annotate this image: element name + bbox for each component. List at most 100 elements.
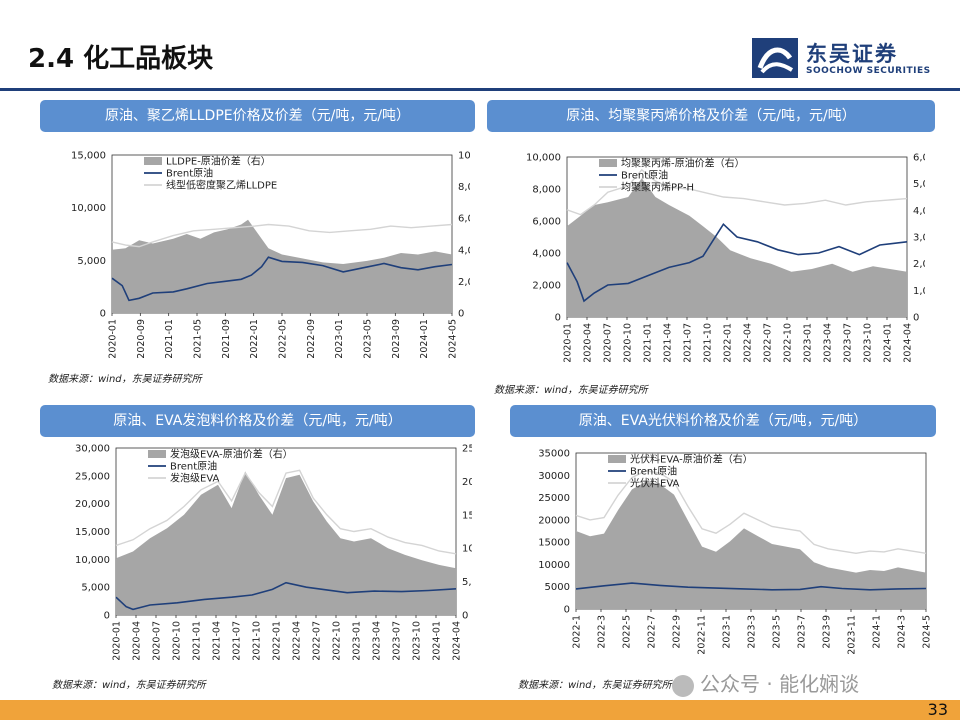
x-axis-tick: 2022-07 [312, 621, 323, 661]
right-axis-tick: 25,000 [462, 444, 472, 455]
chart-title-eva-foam: 原油、EVA发泡料价格及价差（元/吨，元/吨） [40, 405, 475, 437]
x-axis-tick: 2020-10 [172, 621, 183, 661]
left-axis-tick: 10,000 [526, 153, 561, 164]
product-line [111, 223, 453, 248]
x-axis-tick: 2021-07 [232, 621, 243, 661]
legend-label: 发泡级EVA-原油价差（右） [170, 448, 293, 461]
left-axis-tick: 8,000 [532, 185, 561, 196]
right-axis-tick: 8,000 [458, 182, 470, 193]
x-axis-tick: 2020-01 [108, 319, 119, 359]
brent-line [575, 582, 927, 591]
x-axis-tick: 2022-09 [306, 319, 317, 359]
right-axis-tick: 15,000 [462, 510, 472, 521]
right-axis-tick: 5,000 [913, 179, 925, 190]
chart-eva-foam: 30,000 25,000 20,000 15,000 10,000 5,000 0 25,0… [75, 444, 472, 661]
x-axis-tick: 2023-9 [822, 615, 833, 649]
x-axis-tick: 2022-05 [278, 319, 289, 359]
left-axis-tick: 35000 [538, 449, 570, 460]
right-axis-tick: 1,000 [913, 286, 925, 297]
x-axis-tick: 2021-10 [252, 621, 263, 661]
legend-label: Brent原油 [166, 167, 213, 180]
left-axis-tick: 15,000 [71, 151, 106, 162]
x-axis-tick: 2023-09 [391, 319, 402, 359]
brent-line [566, 222, 908, 303]
area-series [116, 471, 456, 615]
left-axis-tick: 25000 [538, 493, 570, 504]
x-axis-tick: 2023-04 [372, 621, 383, 661]
legend-label: Brent原油 [170, 460, 217, 473]
x-axis-tick: 2020-01 [112, 621, 123, 661]
x-axis-tick: 2022-07 [763, 323, 774, 363]
right-axis-tick: 2,000 [913, 259, 925, 270]
left-axis-tick: 20,000 [75, 499, 110, 510]
x-axis-tick: 2023-05 [363, 319, 374, 359]
logo: 东吴证券 SOOCHOW SECURITIES [752, 38, 942, 78]
left-axis-tick: 2,000 [532, 281, 561, 292]
left-axis-tick: 5,000 [81, 583, 110, 594]
left-axis-tick: 10,000 [75, 555, 110, 566]
x-axis-tick: 2022-5 [622, 615, 633, 649]
chart-pp: 10,000 8,000 6,000 4,000 2,000 0 6,000 5,000 4,0… [526, 153, 925, 363]
legend-swatch [608, 455, 626, 463]
x-axis-tick: 2024-3 [897, 615, 908, 649]
left-axis-tick: 0 [564, 605, 570, 616]
source-note: 数据来源：wind，东吴证券研究所 [494, 385, 648, 396]
legend-swatch [599, 159, 617, 167]
source-note: 数据来源：wind，东吴证券研究所 [48, 374, 202, 385]
wechat-icon [672, 674, 694, 697]
left-axis-tick: 30000 [538, 471, 570, 482]
left-axis-tick: 5000 [545, 582, 570, 593]
legend-label: 线型低密度聚乙烯LLDPE [166, 179, 277, 192]
watermark-text: 公众号 · 能化娴谈 [700, 672, 860, 696]
x-axis-tick: 2020-04 [132, 621, 143, 661]
chart-title-pp: 原油、均聚聚丙烯价格及价差（元/吨，元/吨） [487, 100, 935, 132]
x-axis-tick: 2023-1 [722, 615, 733, 649]
x-axis-tick: 2020-07 [152, 621, 163, 661]
x-axis-tick: 2023-5 [772, 615, 783, 649]
right-axis-tick: 4,000 [913, 206, 925, 217]
right-axis-tick: 10,000 [462, 544, 472, 555]
legend-swatch [144, 157, 162, 165]
left-axis-tick: 6,000 [532, 217, 561, 228]
x-axis-tick: 2023-07 [392, 621, 403, 661]
x-axis-tick: 2020-04 [583, 323, 594, 363]
left-axis-tick: 15,000 [75, 527, 110, 538]
x-axis-tick: 2020-09 [136, 319, 147, 359]
right-axis-tick: 10,000 [458, 151, 470, 162]
x-axis-tick: 2021-01 [643, 323, 654, 363]
x-axis-tick: 2022-01 [249, 319, 260, 359]
x-axis-tick: 2021-07 [683, 323, 694, 363]
x-axis-tick: 2021-04 [663, 323, 674, 363]
x-axis-tick: 2022-10 [332, 621, 343, 661]
x-axis-tick: 2022-7 [647, 615, 658, 649]
right-axis-tick: 5,000 [462, 577, 472, 588]
left-axis-tick: 30,000 [75, 444, 110, 455]
product-line [115, 469, 457, 555]
x-axis-tick: 2020-10 [623, 323, 634, 363]
x-axis-tick: 2020-01 [563, 323, 574, 363]
x-axis-tick: 2024-05 [448, 319, 459, 359]
x-axis-tick: 2023-3 [747, 615, 758, 649]
area-series [567, 178, 907, 317]
area-series [112, 219, 452, 313]
brent-line [111, 256, 453, 302]
x-axis-tick: 2023-01 [334, 319, 345, 359]
product-line [566, 168, 908, 216]
x-axis-tick: 2021-10 [703, 323, 714, 363]
source-note: 数据来源：wind，东吴证券研究所 [52, 680, 206, 691]
logo-mark-icon [752, 38, 798, 78]
x-axis-tick: 2024-04 [903, 323, 914, 363]
source-note: 数据来源：wind，东吴证券研究所 [518, 680, 672, 691]
right-axis-tick: 0 [462, 611, 468, 622]
right-axis-tick: 6,000 [458, 214, 470, 225]
right-axis-tick: 6,000 [913, 153, 925, 164]
x-axis-tick: 2022-01 [272, 621, 283, 661]
right-axis-tick: 3,000 [913, 233, 925, 244]
right-axis-tick: 4,000 [458, 245, 470, 256]
left-axis-tick: 0 [104, 611, 110, 622]
x-axis-tick: 2022-9 [672, 615, 683, 649]
x-axis-tick: 2023-04 [823, 323, 834, 363]
left-axis-tick: 15000 [538, 538, 570, 549]
chart-title-lldpe: 原油、聚乙烯LLDPE价格及价差（元/吨，元/吨） [40, 100, 475, 132]
left-axis-tick: 0 [555, 313, 561, 324]
